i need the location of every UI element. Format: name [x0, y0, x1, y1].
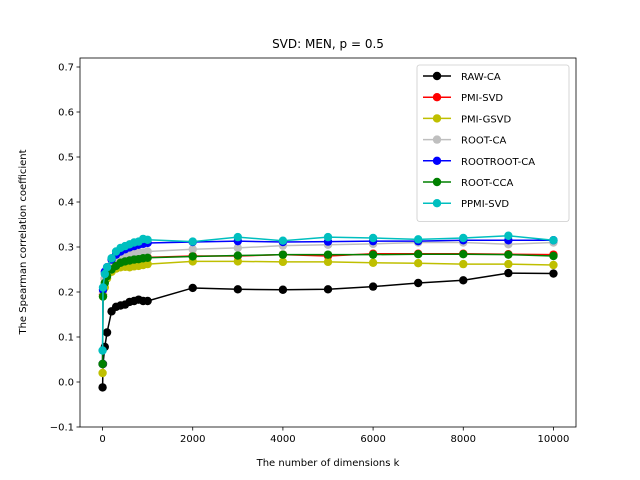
data-point — [368, 282, 378, 291]
data-point — [278, 285, 288, 294]
x-axis-label: The number of dimensions k — [256, 458, 400, 469]
data-point — [413, 259, 423, 268]
data-point — [102, 328, 112, 337]
legend-marker — [432, 114, 442, 123]
data-point — [504, 259, 513, 269]
data-point — [413, 278, 423, 288]
data-point — [98, 383, 107, 392]
legend-marker — [432, 93, 442, 102]
legend-label: PPMI-SVD — [461, 199, 509, 210]
data-point — [233, 243, 243, 253]
legend-item: ROOT-CA — [423, 135, 506, 147]
plot-border — [79, 57, 577, 428]
data-point — [98, 368, 107, 378]
y-tick-label: 0.5 — [58, 153, 74, 164]
y-tick-label: 0.6 — [58, 108, 74, 119]
data-point — [549, 236, 558, 245]
axes-frame — [79, 57, 577, 428]
data-point — [459, 276, 468, 285]
legend-item: PMI-GSVD — [423, 114, 512, 125]
data-point — [278, 250, 288, 259]
data-point — [459, 250, 468, 259]
data-point — [368, 233, 378, 243]
data-point — [233, 285, 243, 294]
data-point — [188, 237, 197, 246]
legend-marker — [432, 71, 442, 81]
data-point — [549, 260, 558, 270]
x-tick-label: 6000 — [360, 434, 385, 445]
data-point — [102, 263, 112, 272]
data-point — [100, 269, 110, 279]
legend-item: ROOT-CCA — [423, 177, 513, 189]
legend: RAW-CA PMI-SVD PMI-GSVD ROOT-CA ROOTROOT-CA R… — [416, 64, 570, 222]
y-tick-label: 0.2 — [58, 288, 74, 299]
y-tick-label: 0.4 — [58, 198, 74, 209]
chart-title: SVD: MEN, p = 0.5 — [272, 37, 384, 51]
data-point — [143, 235, 152, 244]
data-point — [143, 259, 152, 269]
data-point — [504, 231, 513, 240]
data-point — [323, 232, 333, 242]
data-point — [368, 250, 378, 259]
data-point — [98, 346, 107, 355]
axis-ticks: 0 2000 4000 6000 8000 10000 −0.1 0.0 0.1 0.2 0.3 0.… — [50, 63, 570, 446]
data-point — [413, 235, 423, 244]
y-tick-label: 0.0 — [58, 378, 74, 389]
data-point — [504, 250, 513, 259]
y-axis-label: The Spearman correlation coefficient — [18, 149, 29, 335]
data-point — [98, 359, 107, 369]
data-point — [323, 285, 333, 294]
data-point — [233, 232, 243, 242]
legend-item: PMI-SVD — [423, 93, 503, 104]
data-point — [188, 252, 197, 261]
data-point — [188, 245, 197, 254]
legend-label: PMI-GSVD — [461, 114, 512, 125]
legend-marker — [432, 177, 442, 187]
data-point — [143, 253, 152, 262]
y-tick-label: 0.3 — [58, 243, 74, 254]
legend-item: ROOTROOT-CA — [423, 156, 535, 168]
data-point — [188, 283, 197, 293]
x-tick-label: 2000 — [180, 434, 205, 445]
data-point — [323, 250, 333, 259]
data-point — [549, 251, 558, 261]
legend-label: ROOT-CCA — [461, 178, 513, 189]
legend-box — [416, 64, 570, 222]
data-point — [278, 257, 288, 267]
legend-label: ROOT-CA — [461, 136, 506, 147]
legend-label: ROOTROOT-CA — [461, 157, 535, 168]
data-point — [107, 254, 116, 263]
data-point — [233, 257, 243, 266]
legend-marker — [432, 156, 442, 165]
data-point — [143, 296, 152, 306]
plot-area — [98, 231, 558, 392]
data-point — [98, 283, 108, 292]
data-point — [368, 258, 378, 267]
legend-item: PPMI-SVD — [423, 199, 509, 210]
y-tick-label: −0.1 — [50, 423, 74, 434]
legend-marker — [432, 199, 442, 208]
legend-label: RAW-CA — [461, 72, 501, 83]
data-point — [413, 250, 423, 259]
legend-marker — [432, 135, 442, 144]
y-tick-label: 0.1 — [58, 333, 74, 344]
x-tick-label: 4000 — [270, 434, 295, 445]
data-point — [233, 251, 243, 260]
x-tick-label: 0 — [99, 434, 105, 445]
y-tick-label: 0.7 — [58, 63, 74, 74]
data-point — [323, 257, 333, 267]
data-point — [549, 269, 558, 278]
data-point — [459, 259, 468, 269]
data-point — [278, 236, 288, 245]
x-tick-label: 10000 — [538, 434, 570, 445]
series-raw-ca — [98, 268, 558, 392]
data-point — [143, 247, 152, 256]
legend-label: PMI-SVD — [461, 93, 503, 104]
legend-item: RAW-CA — [423, 71, 501, 83]
data-point — [504, 268, 513, 278]
series-ppmi-svd — [98, 231, 558, 355]
data-point — [459, 233, 468, 243]
x-tick-label: 8000 — [451, 434, 476, 445]
